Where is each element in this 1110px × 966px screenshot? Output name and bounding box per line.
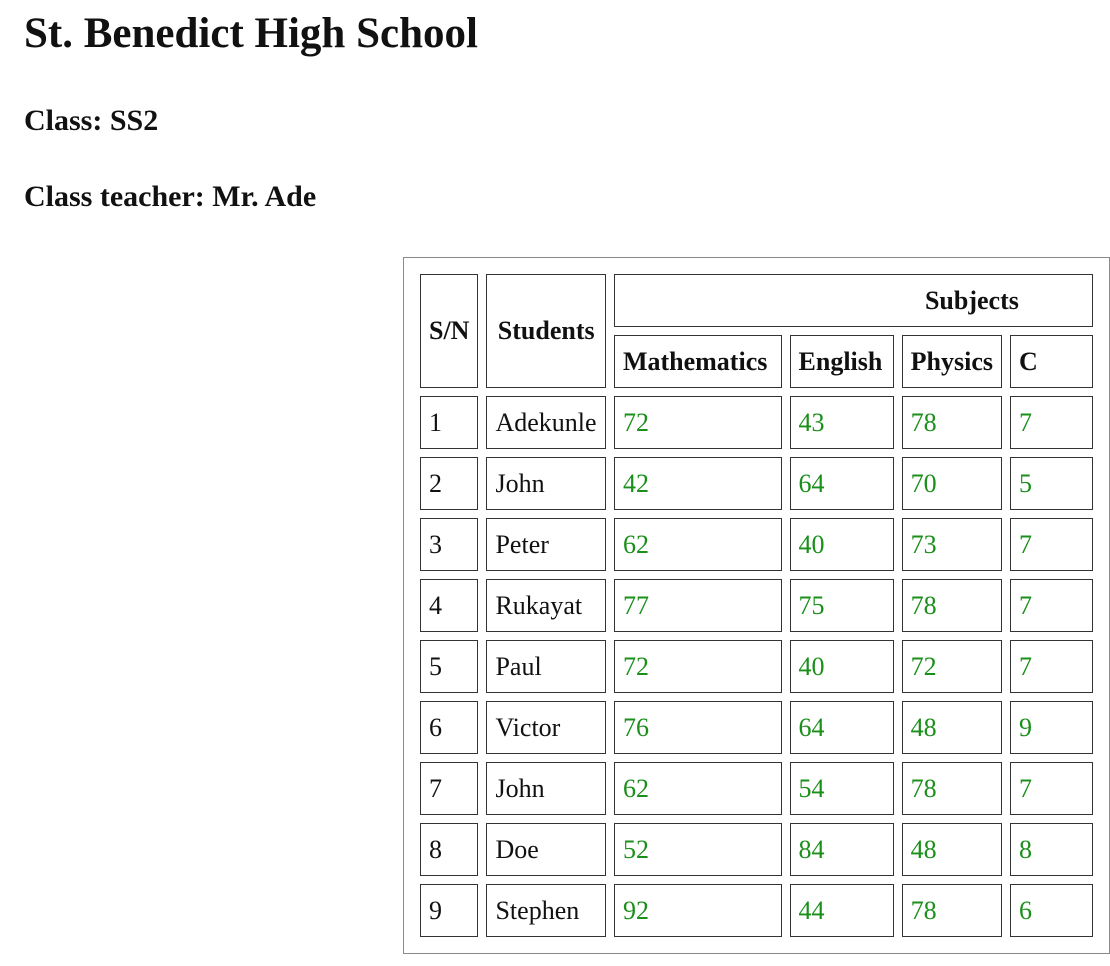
cell-score: 5 (1010, 457, 1093, 510)
cell-sn: 6 (420, 701, 479, 754)
table-row: 7 John 62 54 78 7 (420, 762, 1093, 815)
class-label: Class: SS2 (24, 104, 159, 137)
cell-score: 48 (901, 823, 1003, 876)
table-row: 4 Rukayat 77 75 78 7 (420, 579, 1093, 632)
cell-score: 7 (1010, 396, 1093, 449)
cell-score: 72 (613, 640, 782, 693)
cell-score: 75 (789, 579, 894, 632)
cell-score: 73 (901, 518, 1003, 571)
cell-score: 6 (1010, 884, 1093, 937)
cell-score: 52 (613, 823, 782, 876)
cell-sn: 3 (420, 518, 479, 571)
cell-score: 78 (901, 762, 1003, 815)
cell-score: 40 (789, 518, 894, 571)
results-table: S/N Students Subjects Mathematics Englis… (403, 257, 1110, 954)
cell-score: 72 (613, 396, 782, 449)
table-row: 3 Peter 62 40 73 7 (420, 518, 1093, 571)
cell-score: 44 (789, 884, 894, 937)
table-row: 6 Victor 76 64 48 9 (420, 701, 1093, 754)
cell-score: 78 (901, 579, 1003, 632)
cell-sn: 8 (420, 823, 479, 876)
header-mathematics: Mathematics (613, 335, 782, 388)
cell-score: 43 (789, 396, 894, 449)
table-row: 9 Stephen 92 44 78 6 (420, 884, 1093, 937)
cell-score: 62 (613, 518, 782, 571)
table-header-row: S/N Students Subjects (420, 274, 1093, 388)
cell-score: 77 (613, 579, 782, 632)
cell-score: 54 (789, 762, 894, 815)
header-physics: Physics (901, 335, 1003, 388)
cell-score: 42 (613, 457, 782, 510)
cell-score: 76 (613, 701, 782, 754)
cell-score: 64 (789, 701, 894, 754)
cell-score: 78 (901, 396, 1003, 449)
cell-student-name: Stephen (486, 884, 606, 937)
cell-score: 72 (901, 640, 1003, 693)
header-subject-4: C (1010, 335, 1093, 388)
cell-score: 70 (901, 457, 1003, 510)
cell-sn: 9 (420, 884, 479, 937)
cell-score: 84 (789, 823, 894, 876)
table-row: 5 Paul 72 40 72 7 (420, 640, 1093, 693)
cell-student-name: Adekunle (486, 396, 606, 449)
cell-student-name: John (486, 762, 606, 815)
cell-student-name: Peter (486, 518, 606, 571)
cell-score: 7 (1010, 518, 1093, 571)
cell-student-name: John (486, 457, 606, 510)
cell-score: 8 (1010, 823, 1093, 876)
cell-score: 92 (613, 884, 782, 937)
cell-score: 9 (1010, 701, 1093, 754)
results-body: 1 Adekunle 72 43 78 7 2 John 42 64 70 5 3 Peter 62 40 73… (420, 396, 1093, 937)
cell-student-name: Rukayat (486, 579, 606, 632)
cell-student-name: Paul (486, 640, 606, 693)
cell-score: 7 (1010, 640, 1093, 693)
cell-sn: 1 (420, 396, 479, 449)
cell-score: 48 (901, 701, 1003, 754)
class-teacher-label: Class teacher: Mr. Ade (24, 180, 317, 213)
cell-score: 7 (1010, 762, 1093, 815)
table-subheader-row: Mathematics English Physics C (420, 335, 1093, 388)
header-subjects: Subjects (613, 274, 1093, 327)
cell-student-name: Doe (486, 823, 606, 876)
cell-score: 40 (789, 640, 894, 693)
cell-sn: 5 (420, 640, 479, 693)
header-english: English (789, 335, 894, 388)
cell-sn: 2 (420, 457, 479, 510)
cell-score: 7 (1010, 579, 1093, 632)
cell-score: 64 (789, 457, 894, 510)
table-row: 1 Adekunle 72 43 78 7 (420, 396, 1093, 449)
header-sn: S/N (420, 274, 479, 388)
school-title: St. Benedict High School (24, 10, 478, 57)
cell-student-name: Victor (486, 701, 606, 754)
results-table-container: S/N Students Subjects Mathematics Englis… (403, 257, 1110, 962)
table-row: 8 Doe 52 84 48 8 (420, 823, 1093, 876)
cell-score: 62 (613, 762, 782, 815)
cell-sn: 7 (420, 762, 479, 815)
cell-score: 78 (901, 884, 1003, 937)
cell-sn: 4 (420, 579, 479, 632)
header-students: Students (486, 274, 606, 388)
table-row: 2 John 42 64 70 5 (420, 457, 1093, 510)
